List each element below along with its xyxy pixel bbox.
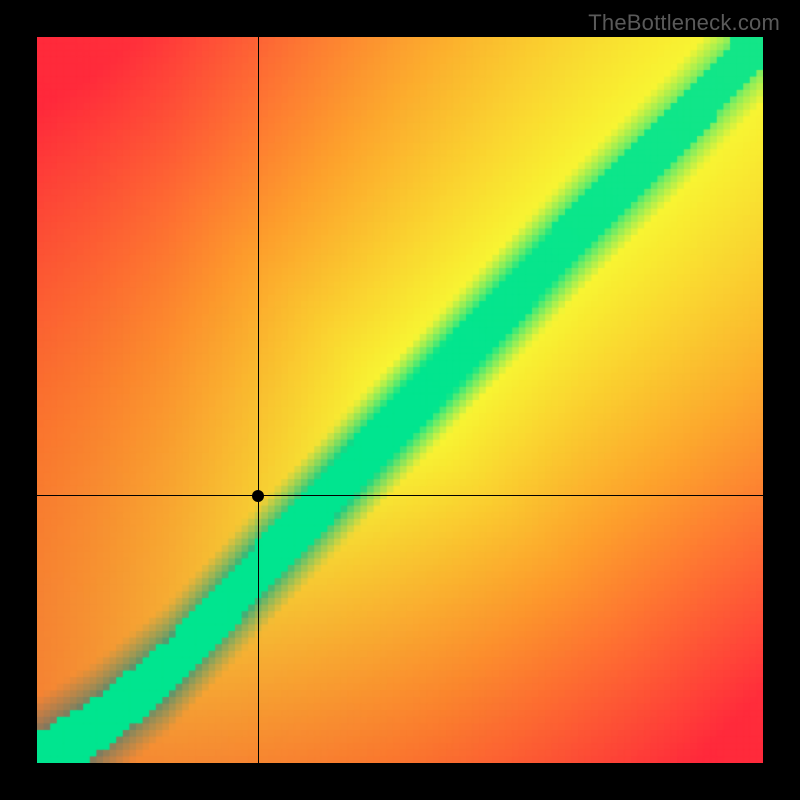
- crosshair-vertical: [258, 37, 259, 763]
- bottleneck-heatmap: [37, 37, 763, 763]
- watermark-text: TheBottleneck.com: [588, 10, 780, 36]
- performance-marker-dot: [252, 490, 264, 502]
- crosshair-horizontal: [37, 495, 763, 496]
